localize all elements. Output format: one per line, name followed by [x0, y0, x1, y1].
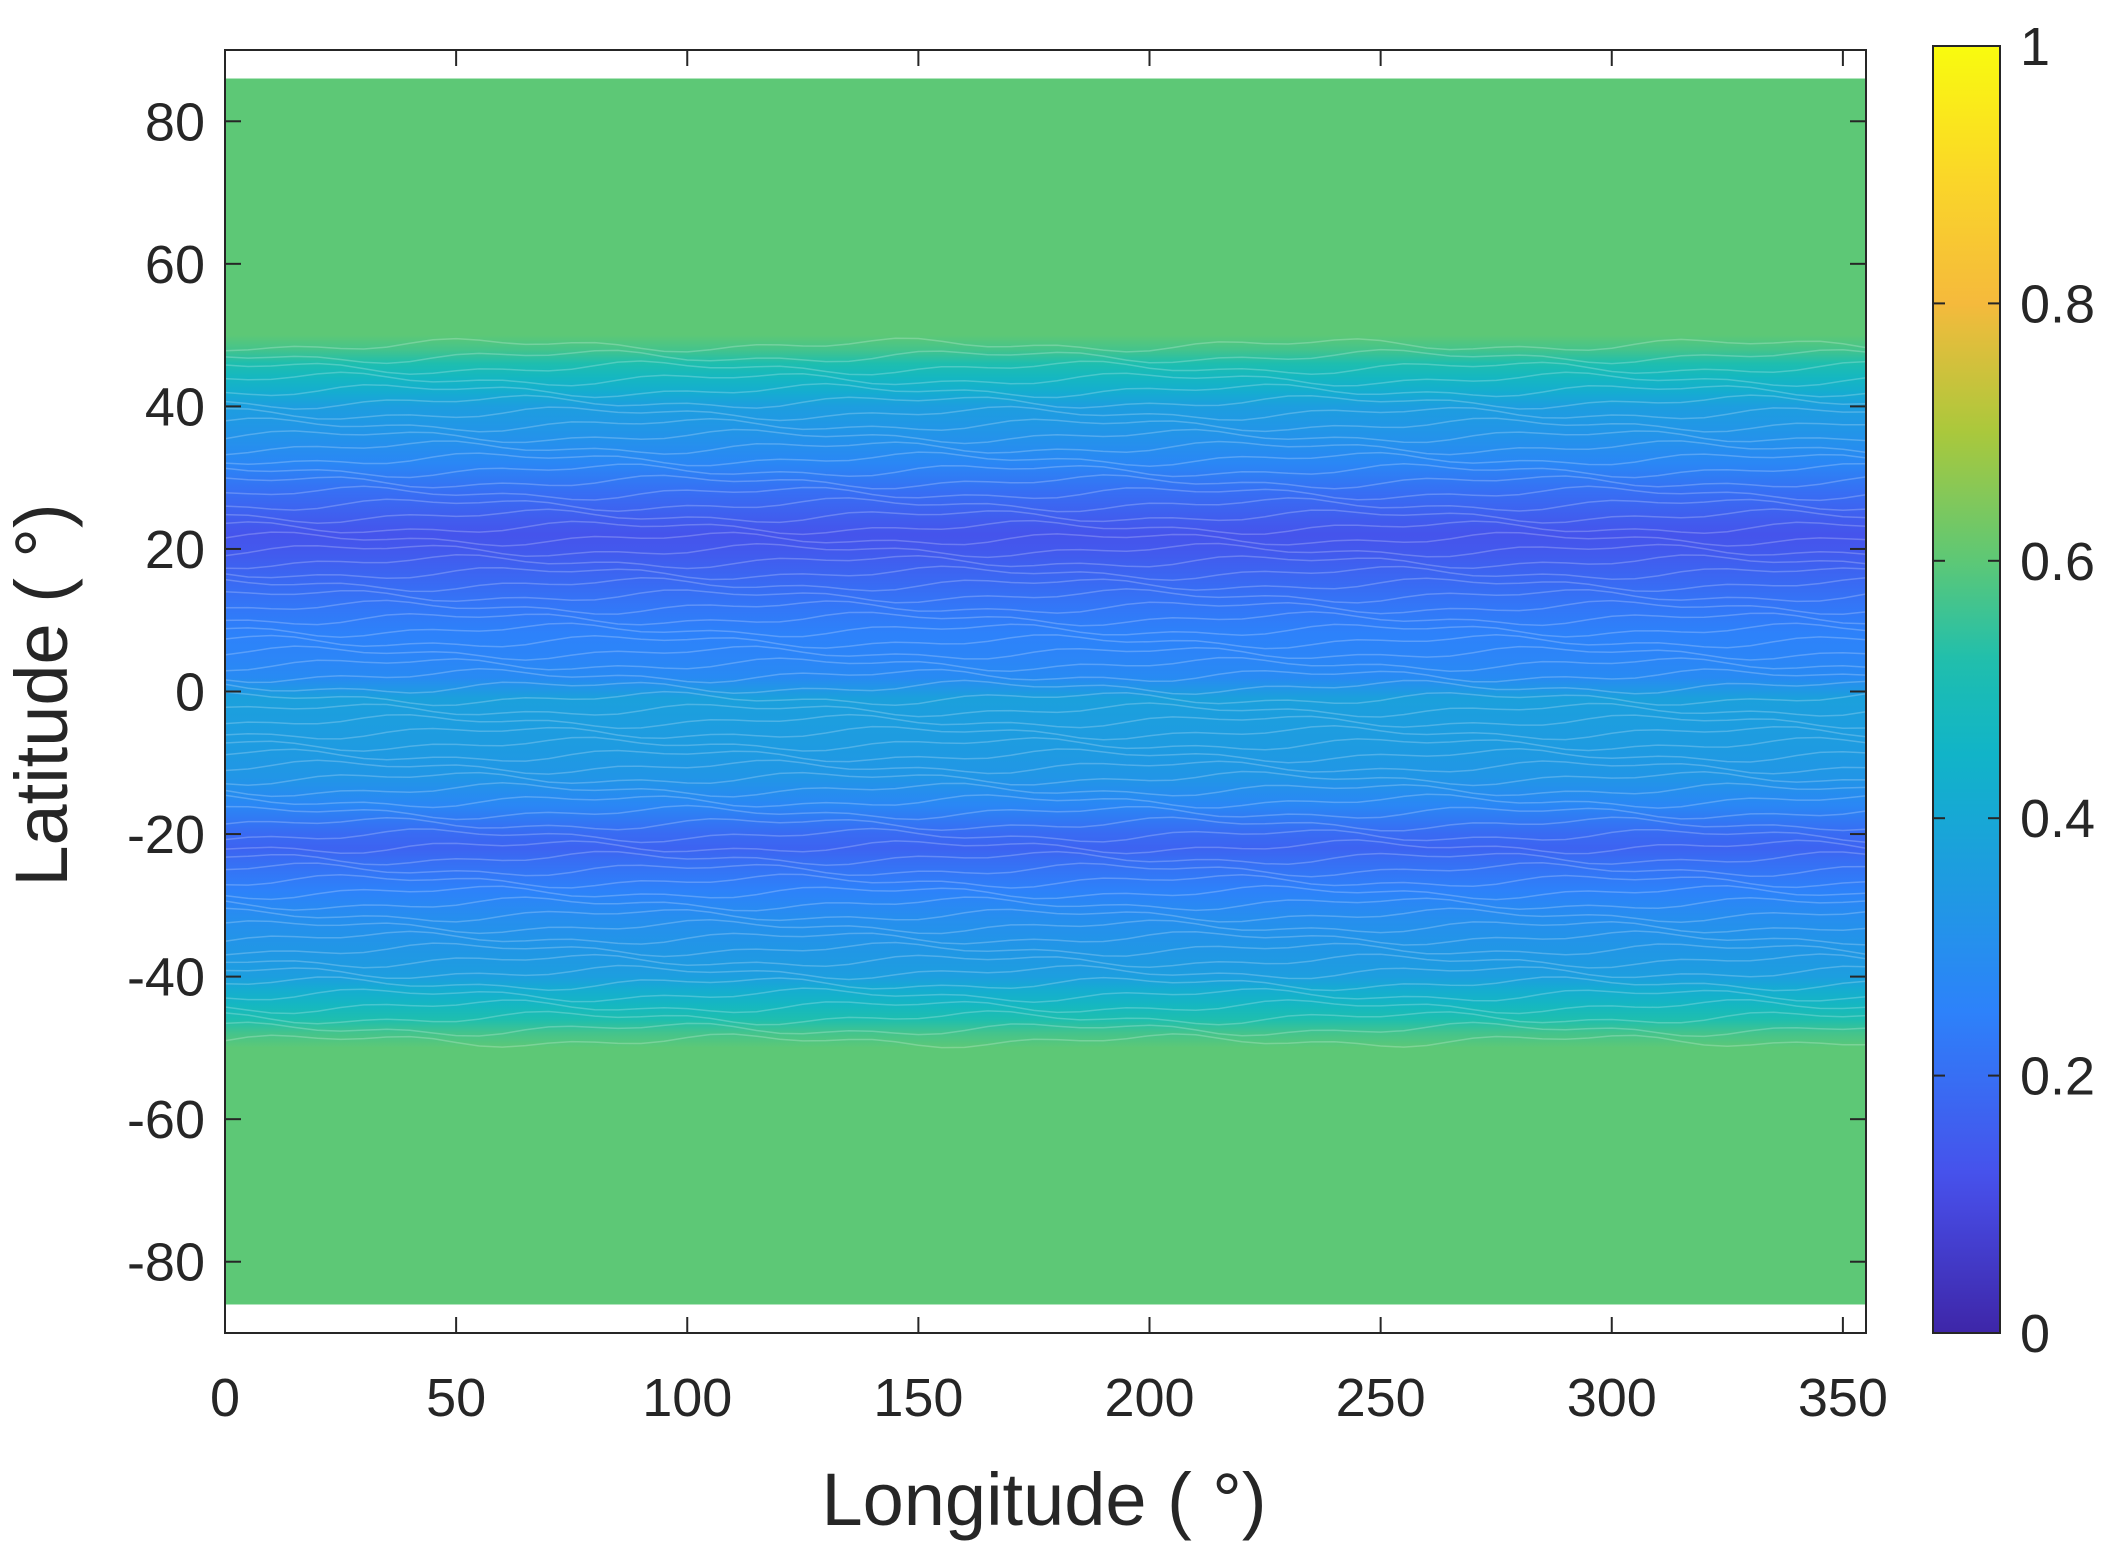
- contour-line: [224, 634, 1867, 650]
- contour-line: [224, 667, 1867, 684]
- y-tick-label: 80: [145, 92, 205, 152]
- x-tick-label: 250: [1336, 1368, 1426, 1428]
- contour-line: [224, 884, 1867, 901]
- y-tick-label: -40: [127, 948, 205, 1008]
- y-tick-label: 20: [145, 520, 205, 580]
- contour-line: [224, 360, 1867, 376]
- contour-line: [224, 1021, 1867, 1038]
- contour-line: [224, 987, 1867, 1003]
- contour-line: [224, 576, 1867, 593]
- contour-line: [224, 554, 1867, 570]
- colorbar-tick-label: 0.6: [2020, 532, 2095, 592]
- colorbar-tick-label: 0.8: [2020, 274, 2095, 334]
- contour-line: [224, 953, 1867, 969]
- contour-line: [224, 371, 1867, 388]
- contour-line: [224, 850, 1867, 867]
- contour-line: [224, 599, 1867, 616]
- contour-line: [224, 405, 1867, 422]
- x-tick-label: 350: [1798, 1368, 1888, 1428]
- contour-line: [224, 827, 1867, 844]
- contour-line: [224, 941, 1867, 958]
- y-tick-label: -20: [127, 805, 205, 865]
- y-tick-label: 60: [145, 235, 205, 295]
- colorbar-bar: [1932, 45, 2001, 1334]
- contour-line: [224, 724, 1867, 741]
- contour-line: [224, 896, 1867, 912]
- contour-line: [224, 565, 1867, 582]
- contour-line: [224, 428, 1867, 445]
- contour-line: [224, 713, 1867, 730]
- colorbar-tick-label: 0: [2020, 1304, 2050, 1364]
- x-tick-label: 100: [642, 1368, 732, 1428]
- contour-line: [224, 348, 1867, 365]
- contour-line: [224, 656, 1867, 673]
- contour-line: [224, 645, 1867, 661]
- x-axis: 0 50 100 150 200 250 300 350: [210, 50, 1888, 1428]
- contour-line: [224, 861, 1867, 878]
- contour-line: [224, 918, 1867, 935]
- y-tick-label: -80: [127, 1233, 205, 1293]
- contour-line: [224, 485, 1867, 502]
- contour-line: [224, 747, 1867, 764]
- contour-line: [224, 394, 1867, 410]
- contour-line: [224, 610, 1867, 627]
- contour-line: [224, 770, 1867, 787]
- contour-line: [224, 839, 1867, 855]
- contour-line: [224, 679, 1867, 695]
- contour-line: [224, 793, 1867, 809]
- contour-line: [224, 337, 1867, 353]
- contour-line: [224, 474, 1867, 490]
- contour-line: [224, 736, 1867, 752]
- contour-line: [224, 782, 1867, 798]
- contour-line: [224, 690, 1867, 707]
- contour-line: [224, 519, 1867, 536]
- contour-line: [224, 1010, 1867, 1026]
- y-axis: -80 -60 -40 -20 0 20 40 60 80: [127, 92, 1866, 1293]
- contour-line: [224, 451, 1867, 467]
- contour-field: [225, 78, 1866, 1305]
- contour-line: [224, 1033, 1867, 1049]
- colorbar-tick-label: 0.4: [2020, 789, 2095, 849]
- x-axis-title: Longitude ( °): [821, 1458, 1266, 1541]
- contour-line: [224, 417, 1866, 433]
- y-tick-label: 0: [175, 663, 205, 723]
- contour-line: [224, 907, 1867, 924]
- contour-line: [224, 542, 1867, 559]
- contour-line: [224, 508, 1867, 525]
- contour-line: [224, 804, 1867, 821]
- colorbar-tick-label: 0.2: [2020, 1047, 2095, 1107]
- contour-line: [224, 497, 1867, 513]
- x-tick-label: 150: [873, 1368, 963, 1428]
- x-tick-label: 50: [426, 1368, 486, 1428]
- contour-line: [224, 816, 1867, 832]
- contour-line: [224, 999, 1867, 1015]
- y-tick-label: 40: [145, 377, 205, 437]
- contour-line: [224, 622, 1867, 639]
- contour-line: [224, 531, 1867, 547]
- x-tick-label: 200: [1104, 1368, 1194, 1428]
- x-tick-label: 0: [210, 1368, 240, 1428]
- x-tick-label: 300: [1567, 1368, 1657, 1428]
- contour-line: [224, 440, 1867, 456]
- contour-line: [224, 976, 1867, 992]
- contour-lines: [224, 337, 1867, 1049]
- y-tick-label: -60: [127, 1090, 205, 1150]
- contour-line: [224, 873, 1867, 889]
- plot-area: [224, 49, 1867, 1334]
- contour-line: [224, 702, 1867, 718]
- y-axis-title: Latitude ( °): [0, 503, 83, 886]
- contour-line: [224, 964, 1867, 981]
- colorbar-tick-label: 1: [2020, 17, 2050, 77]
- colorbar: 0 0.2 0.4 0.6 0.8 1: [1932, 17, 2095, 1364]
- contour-line: [224, 382, 1867, 399]
- contour-line: [224, 588, 1867, 604]
- contour-line: [224, 930, 1867, 946]
- contour-line: [224, 463, 1867, 479]
- contour-line: [224, 759, 1867, 775]
